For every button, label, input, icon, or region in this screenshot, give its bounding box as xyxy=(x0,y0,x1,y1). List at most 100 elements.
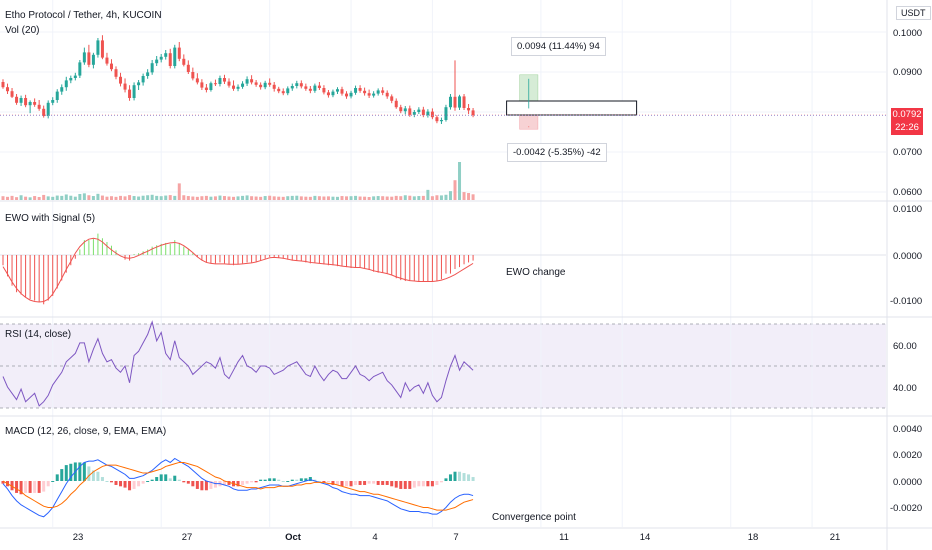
macd-histogram-bar xyxy=(236,481,240,487)
volume-bar xyxy=(128,195,132,200)
candle-body xyxy=(218,78,222,84)
candle-body xyxy=(123,83,127,90)
macd-histogram-bar xyxy=(272,478,276,481)
volume-bar xyxy=(91,196,95,200)
volume-bar xyxy=(73,196,77,200)
volume-bar xyxy=(209,196,213,200)
macd-tick-label: 0.0040 xyxy=(893,424,923,435)
macd-histogram-bar xyxy=(87,466,91,481)
macd-histogram-bar xyxy=(367,481,371,484)
volume-bar xyxy=(277,196,281,200)
candle-body xyxy=(105,57,109,64)
candle-body xyxy=(69,78,73,81)
macd-histogram-bar xyxy=(137,481,141,487)
macd-histogram-bar xyxy=(182,481,186,483)
volume-bar xyxy=(340,196,344,200)
candle-body xyxy=(421,109,425,116)
volume-bars xyxy=(1,162,475,200)
macd-histogram-bar xyxy=(227,481,231,485)
macd-histogram-bar xyxy=(245,481,249,484)
candle-body xyxy=(137,82,141,86)
candle-body xyxy=(164,53,168,57)
candle-body xyxy=(128,89,132,98)
volume-bar xyxy=(141,195,145,200)
ewo-signal-line xyxy=(2,237,474,303)
volume-bar xyxy=(254,196,258,200)
candle-body xyxy=(448,96,452,108)
macd-histogram-bar xyxy=(177,479,181,481)
candle-body xyxy=(376,90,380,94)
volume-bar xyxy=(51,196,55,200)
macd-histogram-bar xyxy=(164,474,168,481)
volume-bar xyxy=(453,180,457,200)
macd-histogram-bar xyxy=(322,481,326,483)
volume-legend[interactable]: Vol (20) xyxy=(5,25,40,36)
volume-bar xyxy=(191,196,195,200)
volume-bar xyxy=(367,196,371,200)
candle-body xyxy=(367,93,371,96)
last-price-value: 0.0792 xyxy=(892,109,922,120)
volume-bar xyxy=(232,196,236,200)
volume-bar xyxy=(222,196,226,200)
macd-histogram-bar xyxy=(317,481,321,482)
macd-histogram-bar xyxy=(105,481,109,482)
candle-body xyxy=(408,108,412,115)
currency-badge[interactable]: USDT xyxy=(896,6,931,20)
ewo-change-annotation: EWO change xyxy=(506,267,566,278)
ewo-tick-label: 0.0000 xyxy=(893,251,923,262)
candle-body xyxy=(15,96,19,103)
chart-title[interactable]: Etho Protocol / Tether, 4h, KUCOIN xyxy=(5,10,162,21)
volume-bar xyxy=(241,195,245,200)
macd-histogram-bar xyxy=(96,471,100,481)
price-tick-label: 0.0900 xyxy=(893,67,923,78)
rsi-tick-label: 40.00 xyxy=(893,383,917,394)
volume-bar xyxy=(403,195,407,200)
candle-body xyxy=(299,83,303,87)
volume-bar xyxy=(186,196,190,200)
rsi-tick-label: 60.00 xyxy=(893,341,917,352)
macd-histogram-bar xyxy=(24,481,28,493)
candle-body xyxy=(281,91,285,94)
volume-bar xyxy=(286,196,290,200)
bar-countdown: 22:26 xyxy=(895,122,919,133)
candle-body xyxy=(19,98,23,103)
volume-bar xyxy=(114,196,118,200)
macd-histogram-bar xyxy=(91,470,95,481)
macd-histogram-bar xyxy=(64,465,68,481)
volume-bar xyxy=(55,195,59,200)
long-position-tool[interactable] xyxy=(506,74,638,130)
candle-body xyxy=(426,111,430,116)
volume-bar xyxy=(304,196,308,200)
macd-histogram-bar xyxy=(444,478,448,481)
candle-body xyxy=(263,82,267,88)
macd-histogram-bar xyxy=(403,481,407,489)
candle-body xyxy=(141,76,145,83)
price-candles[interactable] xyxy=(0,35,886,124)
macd-histogram-bar xyxy=(308,477,312,481)
candle-body xyxy=(28,102,32,106)
volume-bar xyxy=(263,196,267,200)
macd-tick-label: -0.0020 xyxy=(890,503,923,514)
time-tick-label: 11 xyxy=(559,532,569,543)
candle-body xyxy=(168,53,172,66)
ewo-legend[interactable]: EWO with Signal (5) xyxy=(5,213,96,224)
candle-body xyxy=(1,82,5,88)
macd-histogram-bar xyxy=(345,481,349,487)
volume-bar xyxy=(19,195,23,200)
macd-histogram-bar xyxy=(448,474,452,481)
candle-body xyxy=(358,88,362,91)
macd-histogram-bar xyxy=(399,481,403,489)
candle-body xyxy=(37,104,41,109)
rsi-legend[interactable]: RSI (14, close) xyxy=(5,329,72,340)
macd-histogram-bar xyxy=(354,481,358,485)
volume-bar xyxy=(290,195,294,200)
candle-body xyxy=(100,40,104,58)
macd-legend[interactable]: MACD (12, 26, close, 9, EMA, EMA) xyxy=(5,426,167,437)
ewo-tick-label: -0.0100 xyxy=(890,296,923,307)
macd-histogram-bar xyxy=(467,474,471,481)
volume-bar xyxy=(78,193,82,200)
candle-body xyxy=(146,72,150,76)
macd-histogram-bar xyxy=(132,481,136,489)
candle-body xyxy=(200,82,204,88)
